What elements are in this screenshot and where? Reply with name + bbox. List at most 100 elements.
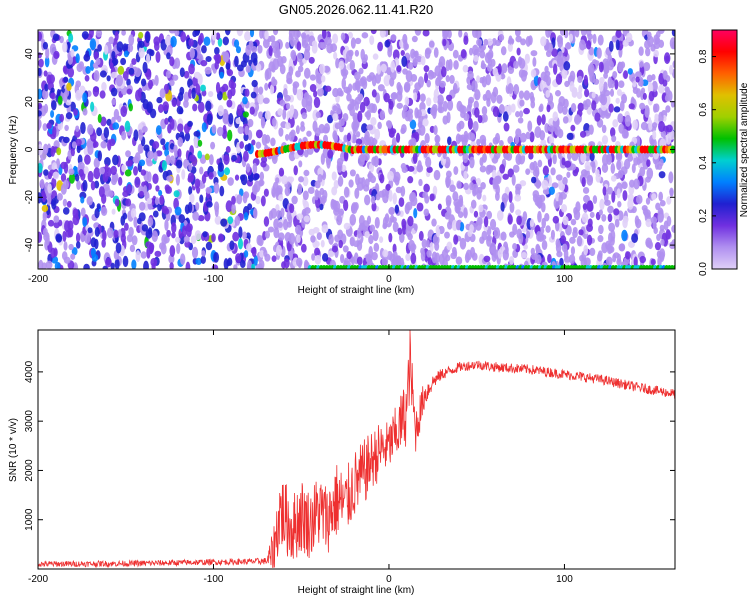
heatmap-cell bbox=[517, 117, 524, 124]
heatmap-cell bbox=[576, 91, 583, 100]
heatmap-cell bbox=[244, 125, 250, 136]
heatmap-cell bbox=[631, 163, 636, 174]
heatmap-cell bbox=[137, 217, 142, 225]
heatmap-cell bbox=[437, 106, 445, 114]
heatmap-cell bbox=[456, 180, 462, 189]
heatmap-cell bbox=[300, 32, 307, 39]
heatmap-cell bbox=[569, 81, 575, 93]
y-tick-label: 3000 bbox=[24, 410, 35, 433]
heatmap-cell bbox=[328, 234, 334, 245]
heatmap-cell bbox=[440, 66, 447, 78]
heatmap-cell bbox=[331, 171, 337, 181]
heatmap-cell bbox=[279, 99, 286, 107]
heatmap-cell bbox=[327, 114, 334, 124]
heatmap-cells bbox=[38, 30, 675, 269]
heatmap-cell bbox=[546, 104, 551, 113]
heatmap-cell bbox=[53, 215, 60, 223]
heatmap-cell bbox=[470, 246, 476, 258]
heatmap-cell bbox=[320, 239, 325, 248]
heatmap-cell bbox=[371, 201, 377, 212]
heatmap-cell bbox=[555, 238, 561, 248]
heatmap-cell bbox=[507, 104, 512, 116]
heatmap-cell bbox=[601, 135, 609, 145]
heatmap-cell bbox=[89, 38, 97, 51]
heatmap-cell bbox=[326, 42, 334, 54]
heatmap-cell bbox=[349, 214, 357, 226]
heatmap-cell bbox=[480, 60, 485, 70]
y-tick-label: 0 bbox=[24, 146, 35, 152]
heatmap-cell bbox=[452, 249, 458, 257]
heatmap-cell bbox=[53, 50, 60, 60]
heatmap-cell bbox=[224, 167, 231, 176]
heatmap-cell bbox=[103, 127, 110, 139]
heatmap-cell bbox=[315, 111, 321, 119]
heatmap-cell bbox=[183, 99, 189, 108]
heatmap-cell bbox=[558, 96, 566, 107]
heatmap-cell bbox=[609, 127, 616, 138]
heatmap-cell bbox=[179, 67, 185, 78]
heatmap-cell bbox=[183, 235, 190, 243]
heatmap-cell bbox=[437, 203, 442, 211]
heatmap-cell bbox=[213, 182, 220, 194]
heatmap-cell bbox=[370, 30, 377, 35]
heatmap-cell bbox=[606, 153, 612, 166]
heatmap-cell bbox=[477, 45, 485, 53]
heatmap-cell bbox=[104, 157, 111, 167]
heatmap-cell bbox=[537, 159, 543, 168]
heatmap-cell bbox=[542, 188, 550, 195]
heatmap-cell bbox=[340, 164, 347, 173]
heatmap-cell bbox=[634, 71, 642, 79]
heatmap-cell bbox=[68, 243, 74, 251]
heatmap-cell bbox=[85, 50, 90, 58]
heatmap-cell bbox=[227, 177, 234, 186]
heatmap-cell bbox=[231, 203, 236, 214]
heatmap-cell bbox=[207, 91, 214, 98]
heatmap-cell bbox=[616, 188, 621, 199]
heatmap-cell bbox=[106, 75, 111, 82]
heatmap-cell bbox=[142, 98, 149, 110]
heatmap-cell bbox=[235, 253, 242, 264]
heatmap-cell bbox=[401, 218, 407, 229]
heatmap-cell bbox=[476, 138, 481, 146]
heatmap-cell bbox=[71, 141, 77, 149]
heatmap-cell bbox=[574, 114, 581, 125]
heatmap-cell bbox=[236, 104, 243, 117]
heatmap-cell bbox=[410, 48, 416, 59]
heatmap-cell bbox=[660, 130, 667, 138]
heatmap-cell bbox=[529, 131, 535, 143]
heatmap-cell bbox=[45, 260, 53, 269]
heatmap-cell bbox=[556, 250, 563, 258]
heatmap-cell bbox=[624, 114, 632, 127]
heatmap-cell bbox=[67, 67, 75, 78]
heatmap-cell bbox=[637, 151, 644, 164]
heatmap-cell bbox=[201, 173, 207, 184]
heatmap-cell bbox=[417, 121, 423, 129]
heatmap-cell bbox=[604, 60, 609, 69]
heatmap-cell bbox=[392, 221, 399, 233]
heatmap-cell bbox=[478, 204, 484, 213]
heatmap-cell bbox=[179, 86, 185, 96]
heatmap-cell bbox=[376, 63, 382, 75]
heatmap-cell bbox=[293, 165, 298, 176]
heatmap-cell bbox=[214, 61, 219, 70]
heatmap-cell bbox=[314, 127, 321, 137]
heatmap-cell bbox=[435, 77, 441, 87]
heatmap-cell bbox=[307, 186, 315, 195]
heatmap-cell bbox=[551, 48, 558, 57]
heatmap-cell bbox=[374, 216, 380, 229]
heatmap-cell bbox=[470, 133, 476, 142]
heatmap-cell bbox=[625, 251, 631, 260]
heatmap-cell bbox=[164, 35, 172, 47]
heatmap-cell bbox=[566, 171, 571, 178]
heatmap-cell bbox=[570, 246, 576, 256]
heatmap-cell bbox=[534, 196, 541, 207]
heatmap-cell bbox=[53, 248, 58, 257]
heatmap-cell bbox=[544, 212, 550, 222]
heatmap-cell bbox=[193, 71, 201, 79]
heatmap-cell bbox=[346, 132, 352, 142]
heatmap-cell bbox=[309, 84, 317, 92]
heatmap-cell bbox=[50, 110, 55, 118]
heatmap-cell bbox=[446, 94, 453, 102]
heatmap-cell bbox=[211, 124, 217, 134]
